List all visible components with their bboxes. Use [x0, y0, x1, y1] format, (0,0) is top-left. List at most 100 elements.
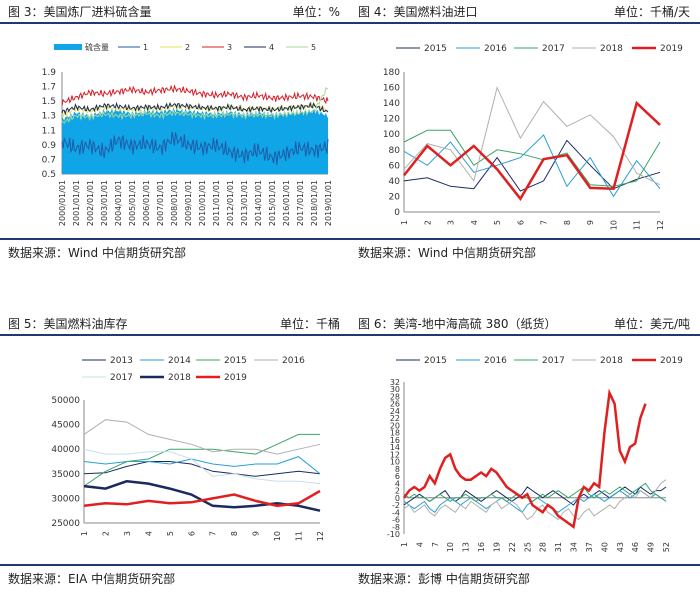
y-tick-label: 18 [390, 429, 400, 438]
x-tick-label: 2015/01/01 [268, 180, 277, 226]
legend-swatch-硫含量 [54, 44, 82, 50]
x-tick-label: 2001/01/01 [72, 180, 81, 226]
x-tick-label: 6 [516, 220, 525, 225]
x-tick-label: 9 [252, 531, 261, 536]
y-tick-label: 40000 [51, 445, 80, 455]
y-tick-label: 0 [395, 494, 400, 503]
y-tick-label: -2 [392, 501, 400, 510]
y-tick-label: 0.7 [42, 155, 56, 165]
series-line-2017 [403, 482, 667, 503]
series-line-5 [61, 86, 329, 124]
sulfur-chart: 0.5 0.7 0.9 1.1 1.3 1.5 1.7 1.9 2000/01/01 2001/0… [42, 42, 333, 226]
panel-unit: 单位：% [292, 5, 340, 19]
panel-footer: 数据来源：Wind 中信期货研究部 [0, 238, 350, 262]
x-tick-label: 2014/01/01 [254, 180, 263, 226]
legend-label-2018: 2018 [600, 356, 623, 366]
y-tick-label: 45000 [51, 421, 80, 431]
y-tick-label: 120 [383, 115, 400, 125]
x-tick-label: 4 [144, 531, 153, 536]
chart-panel-inventory: 图 5：美国燃料油库存 单位：千桶 25000 30000 35000 40000 45… [0, 312, 350, 592]
x-tick-label: 4 [415, 542, 424, 547]
y-tick-label: 25000 [51, 519, 80, 529]
x-tick-label: 2010/01/01 [198, 180, 207, 226]
x-tick-label: 2003/01/01 [100, 180, 109, 226]
series-line-3 [61, 84, 329, 106]
panel-title: 图 4：美国燃料油进口 [358, 5, 478, 19]
legend-label-硫含量: 硫含量 [85, 42, 109, 52]
y-tick-label: 1.9 [42, 68, 57, 78]
panel-source: 数据来源：Wind 中信期货研究部 [358, 246, 536, 260]
x-tick-label: 5 [493, 220, 502, 225]
panel-footer: 数据来源：EIA 中信期货研究部 [0, 564, 350, 588]
panel-header: 图 5：美国燃料油库存 单位：千桶 [0, 312, 350, 336]
legend-label-2019: 2019 [660, 356, 683, 366]
x-tick-label: 6 [187, 531, 196, 536]
x-tick-label: 2011/01/01 [212, 180, 221, 226]
legend-label-2019: 2019 [224, 373, 247, 383]
x-tick-label: 11 [633, 220, 642, 230]
spread-chart: -10-8-6-4-202468101214161820222426283032… [387, 356, 683, 552]
panel-title: 图 3：美国炼厂进料硫含量 [8, 5, 152, 19]
series-line-2014 [83, 456, 321, 475]
panel-unit: 单位：千桶/天 [613, 5, 690, 19]
series-line-1 [61, 131, 329, 165]
y-tick-label: 4 [395, 479, 400, 488]
legend-label-2016: 2016 [484, 356, 507, 366]
panel-footer: 数据来源：彭博 中信期货研究部 [350, 564, 700, 588]
series-line-2017 [403, 129, 661, 187]
legend-label-2016: 2016 [282, 356, 305, 366]
x-tick-label: 8 [563, 220, 572, 225]
y-tick-label: 40 [389, 177, 401, 187]
x-tick-label: 2004/01/01 [114, 180, 123, 226]
y-tick-label: 20 [390, 421, 400, 430]
y-tick-label: 35000 [51, 470, 80, 480]
x-tick-label: 2007/01/01 [156, 180, 165, 226]
legend-label-2017: 2017 [542, 44, 565, 54]
x-tick-label: 1 [400, 220, 409, 225]
series-line-2017 [83, 448, 321, 485]
x-tick-label: 43 [616, 542, 625, 552]
legend-label-2017: 2017 [542, 356, 565, 366]
panel-header: 图 6：美湾-地中海高硫 380（纸货） 单位：美元/吨 [350, 312, 700, 336]
series-line-2019 [402, 388, 647, 529]
legend-label-1: 1 [143, 43, 148, 52]
y-tick-label: 80 [389, 146, 401, 156]
x-tick-label: 2005/01/01 [128, 180, 137, 226]
x-tick-label: 13 [462, 542, 471, 552]
x-tick-label: 2006/01/01 [142, 180, 151, 226]
series-line-2018 [403, 86, 661, 186]
y-tick-label: 100 [383, 130, 400, 140]
y-tick-label: 0 [394, 208, 400, 218]
x-tick-label: 25 [523, 542, 532, 552]
legend-label-5: 5 [311, 43, 316, 52]
y-tick-label: 1.3 [42, 112, 56, 122]
panel-title: 图 6：美湾-地中海高硫 380（纸货） [358, 317, 557, 331]
y-tick-label: 24 [390, 407, 400, 416]
legend-label-2017: 2017 [110, 373, 133, 383]
panel-source: 数据来源：EIA 中信期货研究部 [8, 572, 176, 586]
y-tick-label: 140 [383, 99, 400, 109]
chart-panel-spread: 图 6：美湾-地中海高硫 380（纸货） 单位：美元/吨 -10 -8 -6 -4 -2… [350, 312, 700, 592]
series-line-4 [61, 101, 329, 116]
x-tick-label: 37 [585, 542, 594, 552]
legend-label-2015: 2015 [424, 44, 447, 54]
x-tick-label: 8 [230, 531, 239, 536]
y-tick-label: 16 [390, 436, 400, 445]
legend-label-2018: 2018 [168, 373, 191, 383]
y-tick-label: 10 [390, 458, 400, 467]
y-tick-label: 60 [389, 161, 401, 171]
series-line-2015 [403, 139, 661, 192]
x-tick-label: 40 [600, 542, 609, 552]
y-tick-label: 26 [390, 400, 400, 409]
x-tick-label: 2009/01/01 [184, 180, 193, 226]
x-tick-label: 5 [166, 531, 175, 536]
x-tick-label: 28 [539, 542, 548, 552]
x-tick-label: 7 [209, 531, 218, 536]
y-tick-label: 20 [389, 192, 401, 202]
x-tick-label: 2018/01/01 [310, 180, 319, 226]
x-tick-label: 2 [423, 220, 432, 225]
x-tick-label: 2002/01/01 [86, 180, 95, 226]
y-tick-label: 2 [395, 487, 400, 496]
x-tick-label: 10 [609, 220, 618, 230]
x-tick-label: 10 [273, 531, 282, 541]
